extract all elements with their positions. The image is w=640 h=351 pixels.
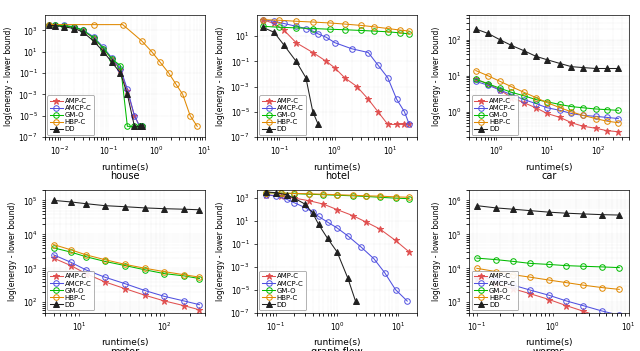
Y-axis label: log(energy - lower bound): log(energy - lower bound) — [433, 202, 442, 301]
Text: car: car — [541, 171, 557, 181]
X-axis label: runtime(s): runtime(s) — [101, 338, 148, 347]
Text: motor: motor — [111, 347, 140, 351]
X-axis label: runtime(s): runtime(s) — [525, 163, 573, 172]
Text: graph flow: graph flow — [311, 347, 363, 351]
Legend: AMP-C, AMCP-C, GM-O, HBP-C, DD: AMP-C, AMCP-C, GM-O, HBP-C, DD — [259, 95, 307, 135]
Text: worms: worms — [533, 347, 565, 351]
Text: house: house — [110, 171, 140, 181]
X-axis label: runtime(s): runtime(s) — [101, 163, 148, 172]
Y-axis label: log(energy - lower bound): log(energy - lower bound) — [216, 26, 225, 126]
Legend: AMP-C, AMCP-C, GM-O, HBP-C, DD: AMP-C, AMCP-C, GM-O, HBP-C, DD — [259, 271, 307, 310]
Y-axis label: log(energy - lower bound): log(energy - lower bound) — [433, 26, 442, 126]
Text: hotel: hotel — [324, 171, 349, 181]
Legend: AMP-C, AMCP-C, GM-O, HBP-C, DD: AMP-C, AMCP-C, GM-O, HBP-C, DD — [472, 95, 518, 135]
X-axis label: runtime(s): runtime(s) — [314, 338, 361, 347]
Y-axis label: log(energy - lower bound): log(energy - lower bound) — [8, 202, 17, 301]
Y-axis label: log(energy - lower bound): log(energy - lower bound) — [216, 202, 225, 301]
Legend: AMP-C, AMCP-C, GM-O, HBP-C, DD: AMP-C, AMCP-C, GM-O, HBP-C, DD — [47, 95, 94, 135]
X-axis label: runtime(s): runtime(s) — [525, 338, 573, 347]
Legend: AMP-C, AMCP-C, GM-O, HBP-C, DD: AMP-C, AMCP-C, GM-O, HBP-C, DD — [47, 271, 94, 310]
Legend: AMP-C, AMCP-C, GM-O, HBP-C, DD: AMP-C, AMCP-C, GM-O, HBP-C, DD — [472, 271, 518, 310]
X-axis label: runtime(s): runtime(s) — [314, 163, 361, 172]
Y-axis label: log(energy - lower bound): log(energy - lower bound) — [4, 26, 13, 126]
